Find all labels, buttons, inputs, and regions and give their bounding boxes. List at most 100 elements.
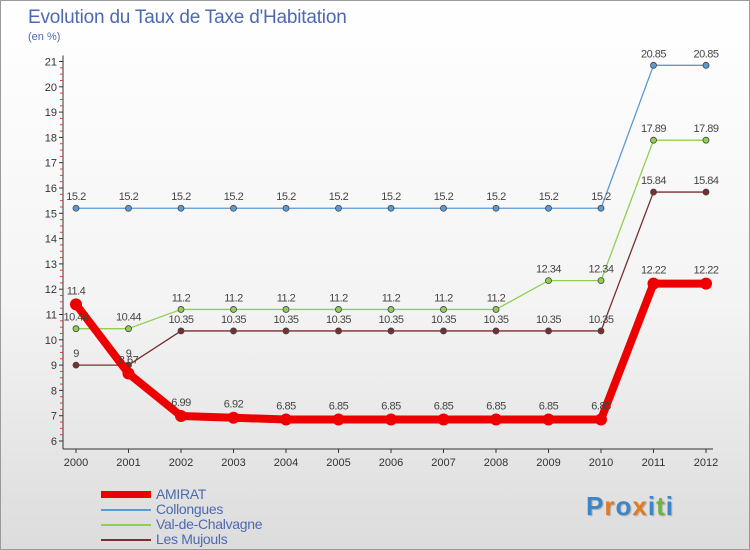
data-point (230, 204, 237, 212)
x-tick-label: 2009 (536, 457, 560, 469)
data-label: 11.2 (382, 292, 401, 304)
data-label: 20.85 (641, 48, 666, 60)
logo-letter: i (665, 491, 674, 521)
data-label: 15.2 (119, 191, 139, 203)
data-label: 6.85 (591, 400, 611, 412)
data-point (545, 327, 552, 335)
data-label: 6.92 (224, 399, 244, 411)
data-label: 6.85 (381, 400, 401, 412)
data-label: 10.35 (588, 314, 613, 326)
data-label: 8.67 (119, 354, 139, 366)
data-label: 15.2 (224, 191, 244, 203)
data-point (387, 306, 395, 313)
data-point (70, 298, 82, 311)
data-point (175, 409, 187, 422)
y-tick-label: 9 (51, 360, 57, 372)
y-tick-label: 10 (45, 335, 57, 347)
data-label: 10.35 (221, 314, 246, 326)
data-point (440, 306, 447, 313)
y-tick-label: 13 (45, 259, 57, 271)
data-point (700, 277, 712, 290)
data-label: 10.35 (326, 314, 351, 326)
logo-letter: t (656, 491, 666, 521)
data-point (597, 327, 605, 335)
data-label: 10.44 (116, 312, 141, 324)
y-tick-label: 18 (45, 132, 57, 144)
legend-label: Collongues (156, 501, 224, 517)
legend-swatch (101, 509, 151, 511)
data-point (335, 327, 342, 335)
data-label: 20.85 (693, 48, 718, 60)
y-tick-label: 21 (45, 57, 57, 69)
data-label: 6.85 (539, 400, 559, 412)
data-point (72, 325, 80, 333)
data-label: 6.99 (171, 397, 191, 409)
data-label: 12.34 (588, 264, 613, 276)
data-point (702, 61, 710, 69)
data-point (230, 327, 237, 335)
data-label: 10.35 (378, 314, 403, 326)
y-tick-label: 11 (46, 310, 57, 322)
x-tick-label: 2010 (589, 457, 613, 469)
data-label: 11.2 (329, 292, 348, 304)
y-tick-label: 20 (45, 82, 57, 94)
data-label: 6.85 (276, 400, 296, 412)
data-point (492, 306, 500, 313)
chart-subtitle: (en %) (28, 31, 61, 43)
y-tick-label: 14 (45, 234, 57, 246)
data-label: 15.2 (591, 191, 611, 203)
data-point (650, 188, 657, 196)
data-label: 10.44 (63, 312, 88, 324)
legend-label: AMIRAT (156, 486, 207, 502)
data-point (492, 327, 500, 335)
data-point (595, 413, 607, 426)
data-point (122, 367, 135, 380)
x-tick-label: 2005 (326, 457, 350, 469)
logo-letter: r (604, 491, 616, 521)
x-tick-label: 2004 (274, 457, 298, 469)
y-tick-label: 16 (45, 183, 57, 195)
x-tick-label: 2007 (431, 457, 455, 469)
data-point (542, 413, 555, 426)
y-tick-label: 17 (45, 158, 57, 170)
data-point (702, 188, 710, 196)
data-point (545, 204, 552, 212)
legend-swatch (101, 524, 151, 526)
data-point (335, 306, 342, 313)
y-tick-label: 12 (45, 284, 57, 296)
data-label: 11.2 (172, 292, 191, 304)
x-tick-label: 2000 (64, 457, 88, 469)
x-tick-label: 2001 (116, 457, 140, 469)
data-label: 15.2 (276, 191, 296, 203)
data-label: 11.2 (434, 292, 453, 304)
logo-letter: P (586, 491, 605, 521)
y-tick-label: 8 (51, 385, 57, 397)
data-label: 15.2 (381, 191, 401, 203)
data-point (177, 204, 185, 212)
data-label: 15.2 (539, 191, 559, 203)
data-point (647, 277, 660, 290)
data-label: 10.35 (168, 314, 193, 326)
data-point (385, 413, 397, 426)
data-label: 9 (126, 348, 132, 360)
data-point (597, 277, 605, 284)
data-point (335, 204, 342, 212)
data-point (597, 204, 605, 212)
legend-label: Val-de-Chalvagne (156, 516, 263, 532)
x-tick-label: 2006 (379, 457, 403, 469)
data-label: 10.35 (431, 314, 456, 326)
data-label: 15.84 (641, 175, 666, 187)
data-point (177, 327, 185, 335)
x-tick-label: 2011 (642, 457, 666, 469)
series-line-3 (75, 191, 707, 366)
proxiti-logo: Proxiti (586, 491, 674, 522)
data-point (280, 413, 292, 426)
data-label: 11.2 (224, 292, 243, 304)
logo-letter: x (632, 491, 648, 521)
data-point (437, 413, 450, 426)
data-point (282, 327, 290, 335)
data-label: 6.85 (434, 400, 454, 412)
data-label: 15.2 (434, 191, 454, 203)
data-label: 12.22 (641, 265, 666, 277)
